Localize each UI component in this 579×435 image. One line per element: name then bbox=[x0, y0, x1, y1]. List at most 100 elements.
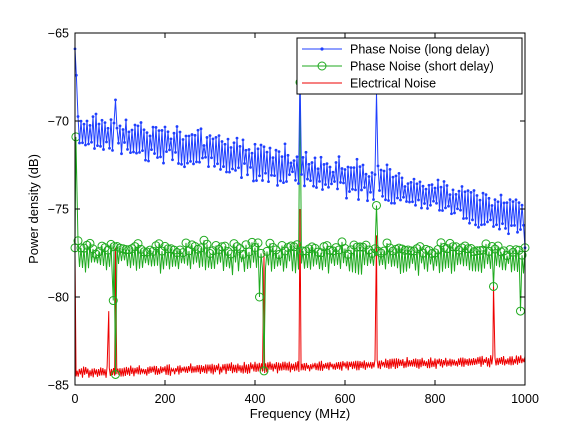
series-point bbox=[430, 248, 440, 258]
series-point bbox=[81, 141, 84, 145]
series-point bbox=[352, 166, 356, 170]
series-point bbox=[414, 203, 417, 207]
series-point bbox=[333, 180, 336, 183]
series-point bbox=[387, 199, 390, 202]
series-point bbox=[517, 250, 527, 260]
series-point bbox=[418, 180, 422, 184]
series-point bbox=[378, 189, 381, 192]
legend-entry: Electrical Noise bbox=[302, 77, 436, 91]
series-point bbox=[472, 189, 476, 192]
series-point bbox=[169, 137, 173, 141]
series-point bbox=[421, 184, 425, 188]
series-point bbox=[241, 138, 245, 142]
series-point bbox=[493, 198, 497, 202]
series-point bbox=[253, 238, 263, 248]
series-point bbox=[436, 178, 440, 182]
series-point bbox=[457, 189, 461, 193]
series-point bbox=[514, 198, 518, 202]
series-point bbox=[382, 169, 386, 173]
legend-entry: Phase Noise (long delay) bbox=[302, 43, 490, 57]
series-point bbox=[226, 249, 236, 259]
series-point bbox=[151, 241, 161, 251]
series-point bbox=[76, 115, 80, 118]
series-point bbox=[498, 227, 501, 231]
series-point bbox=[489, 218, 492, 222]
y-axis-label: Power density (dB) bbox=[26, 154, 41, 264]
series-point bbox=[74, 73, 78, 77]
series-point bbox=[499, 246, 509, 256]
series-point bbox=[337, 155, 341, 159]
series-point bbox=[216, 162, 219, 166]
series-point bbox=[174, 150, 177, 154]
series-point bbox=[193, 133, 197, 137]
series-point bbox=[505, 245, 515, 255]
series-point bbox=[516, 230, 519, 234]
series-point bbox=[495, 223, 498, 227]
series-point bbox=[339, 181, 342, 184]
series-point bbox=[261, 179, 264, 182]
series-point bbox=[273, 174, 276, 178]
series-point bbox=[289, 161, 293, 165]
series-point bbox=[228, 170, 231, 174]
series-point bbox=[403, 185, 407, 188]
series-point bbox=[507, 232, 510, 236]
series-point bbox=[334, 245, 344, 255]
series-point bbox=[460, 241, 470, 251]
series-point bbox=[118, 124, 122, 128]
series-point bbox=[211, 137, 215, 141]
series-point bbox=[454, 192, 458, 196]
series-point bbox=[136, 124, 140, 128]
series-point bbox=[265, 150, 269, 154]
series-point bbox=[267, 180, 270, 184]
series-point bbox=[220, 140, 224, 143]
series-point bbox=[136, 244, 146, 254]
series-point bbox=[480, 223, 483, 227]
series-point bbox=[489, 281, 498, 291]
series-point bbox=[106, 239, 116, 249]
series-point bbox=[315, 186, 318, 189]
series-point bbox=[204, 155, 207, 159]
x-tick-label: 0 bbox=[72, 392, 79, 406]
series-point bbox=[229, 239, 239, 249]
series-point bbox=[139, 247, 149, 257]
series-point bbox=[508, 247, 518, 257]
series-point bbox=[114, 98, 117, 102]
series-point bbox=[88, 244, 98, 254]
series-point bbox=[394, 174, 398, 178]
series-point bbox=[477, 225, 480, 229]
series-point bbox=[103, 121, 107, 125]
legend-marker bbox=[320, 47, 324, 51]
series-point bbox=[289, 242, 299, 252]
legend-label: Phase Noise (short delay) bbox=[350, 60, 494, 74]
series-point bbox=[415, 182, 419, 186]
series-point bbox=[466, 244, 476, 254]
x-tick-label: 600 bbox=[335, 392, 356, 406]
series-point bbox=[175, 125, 179, 128]
series-point bbox=[277, 241, 287, 251]
series-point bbox=[342, 181, 345, 185]
series-point bbox=[160, 129, 164, 132]
series-point bbox=[223, 246, 233, 256]
series-point bbox=[178, 130, 182, 134]
series-point bbox=[300, 173, 303, 176]
series-point bbox=[79, 243, 89, 253]
series-point bbox=[448, 193, 452, 197]
series-point bbox=[324, 183, 327, 186]
series-point bbox=[111, 148, 114, 152]
series-point bbox=[142, 247, 152, 257]
series-point bbox=[457, 243, 467, 253]
series-point bbox=[283, 142, 287, 146]
series-point bbox=[441, 209, 444, 212]
series-point bbox=[208, 246, 218, 256]
series-point bbox=[451, 242, 461, 252]
series-point bbox=[207, 165, 210, 169]
series-point bbox=[496, 200, 500, 204]
series-point bbox=[382, 238, 392, 248]
series-point bbox=[340, 244, 350, 254]
series-point bbox=[451, 188, 455, 192]
series-point bbox=[123, 141, 126, 144]
series-point bbox=[517, 201, 521, 205]
series-point bbox=[331, 243, 341, 253]
series-point bbox=[79, 119, 83, 123]
